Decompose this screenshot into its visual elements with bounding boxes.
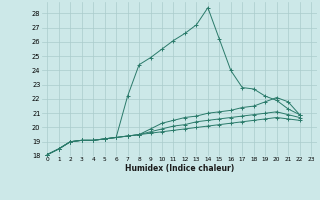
- X-axis label: Humidex (Indice chaleur): Humidex (Indice chaleur): [124, 164, 234, 172]
